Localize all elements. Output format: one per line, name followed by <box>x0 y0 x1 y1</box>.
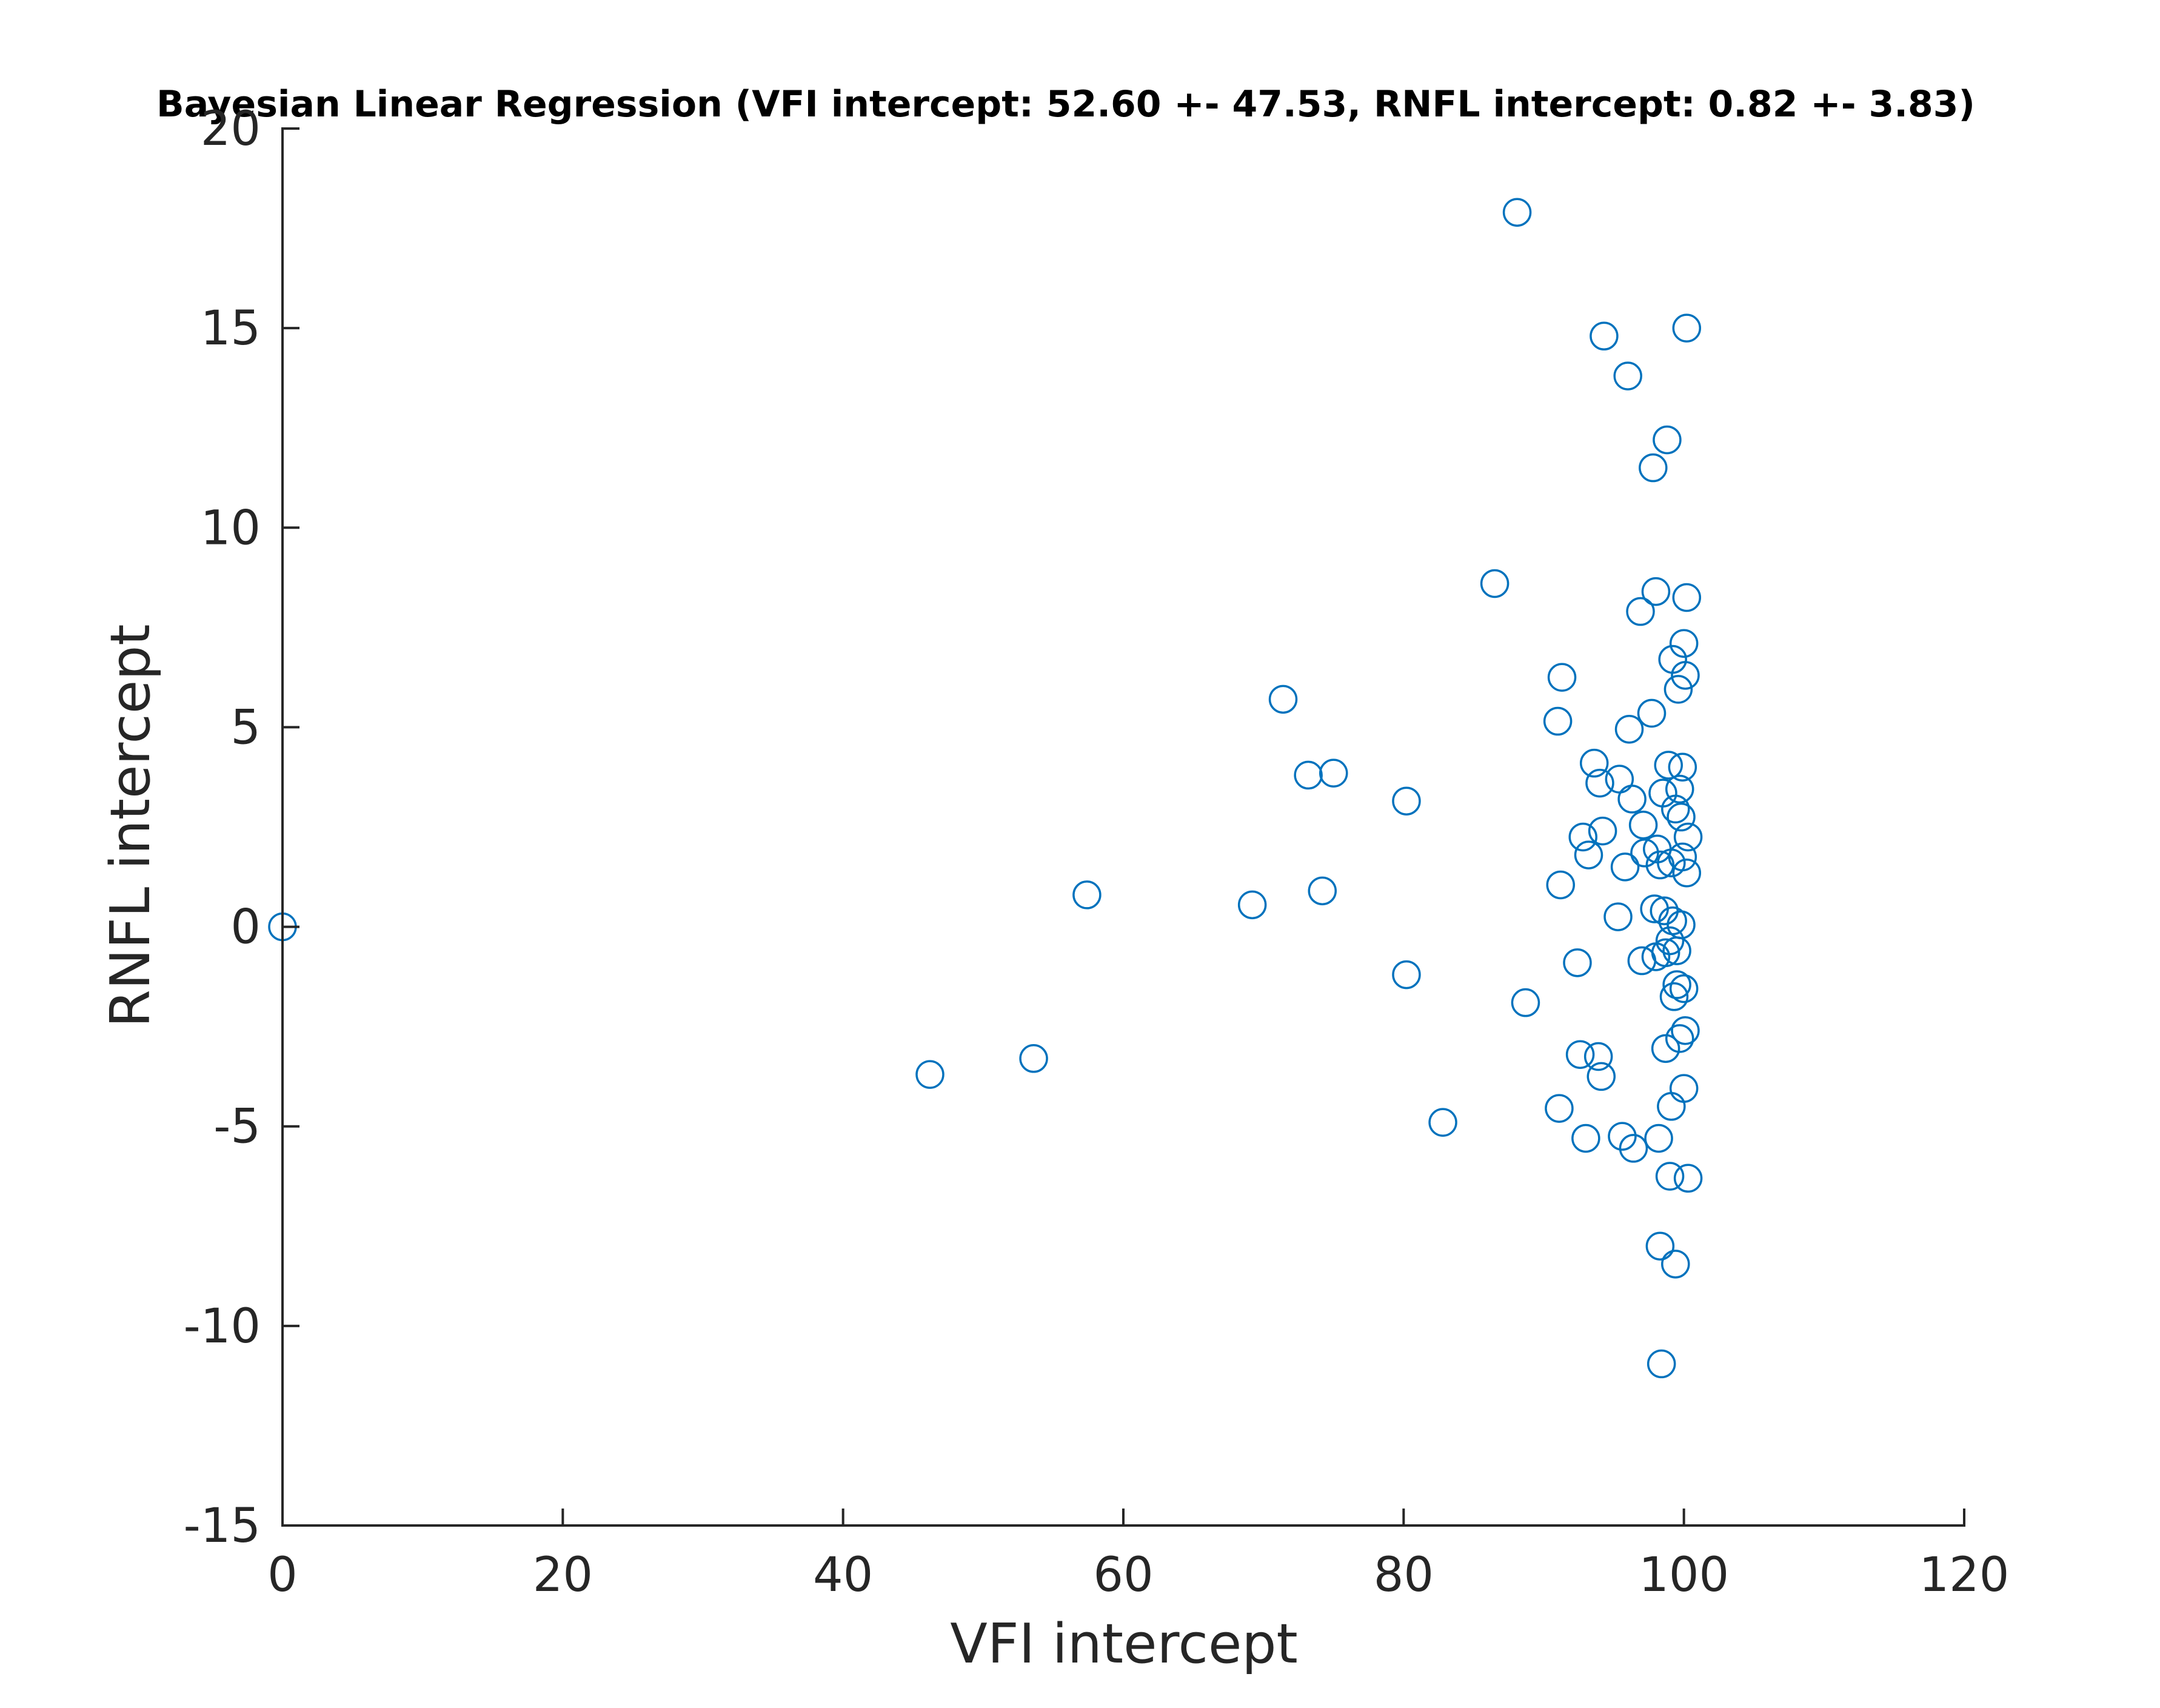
data-point <box>1613 361 1642 390</box>
data-point <box>1574 840 1603 869</box>
data-point <box>1268 685 1298 714</box>
data-point <box>1563 948 1592 977</box>
data-point <box>1661 794 1690 824</box>
data-point <box>1647 1349 1676 1379</box>
y-tick-label: 5 <box>230 700 261 755</box>
y-tick-label: 20 <box>201 102 261 156</box>
data-point <box>1667 802 1696 832</box>
data-point <box>1392 960 1421 990</box>
data-point <box>1617 785 1647 814</box>
data-point <box>1669 974 1699 1003</box>
data-point <box>1565 1040 1595 1069</box>
chart-title: Bayesian Linear Regression (VFI intercep… <box>156 83 1975 126</box>
data-point <box>1641 577 1671 606</box>
data-point <box>1583 1042 1613 1071</box>
data-point <box>1587 1062 1616 1091</box>
data-point <box>1639 453 1668 483</box>
data-point <box>1654 751 1683 780</box>
x-tick-label: 0 <box>267 1548 298 1603</box>
data-point <box>1603 902 1633 931</box>
data-point <box>1671 1016 1700 1045</box>
y-ticks: -15 -10 -5 0 5 10 15 20 <box>184 102 299 1553</box>
data-point <box>1637 698 1667 728</box>
data-point <box>1392 786 1421 815</box>
data-point <box>1673 822 1703 852</box>
y-tick-label: -10 <box>184 1299 261 1354</box>
y-axis-label: RNFL intercept <box>99 624 162 1027</box>
data-point <box>1653 425 1682 455</box>
data-point <box>1668 842 1697 872</box>
data-point <box>1308 876 1337 906</box>
data-point <box>1610 852 1640 882</box>
data-point <box>1019 1044 1048 1073</box>
x-ticks: 0 20 40 60 80 100 120 <box>267 1509 2009 1603</box>
data-point <box>1659 982 1689 1011</box>
data-point <box>1645 850 1675 880</box>
data-point <box>1662 970 1691 999</box>
data-point <box>1671 661 1700 690</box>
data-point <box>1665 1024 1694 1053</box>
data-point <box>1626 597 1655 626</box>
data-point <box>1665 774 1694 804</box>
data-point <box>1547 663 1577 692</box>
x-axis-label: VFI intercept <box>950 1612 1298 1676</box>
data-point <box>1585 768 1614 798</box>
data-point <box>1502 198 1532 227</box>
data-point <box>1655 1162 1685 1191</box>
data-point <box>1545 1094 1574 1123</box>
data-point <box>1543 706 1573 736</box>
data-point <box>1655 926 1685 956</box>
y-tick-label: 15 <box>201 301 261 356</box>
data-point <box>1568 822 1597 852</box>
points-layer <box>268 198 1703 1379</box>
data-point <box>1546 870 1575 900</box>
data-point <box>1669 1074 1699 1103</box>
x-tick-label: 60 <box>1093 1548 1153 1603</box>
data-point <box>1590 321 1619 351</box>
y-tick-label: -15 <box>184 1499 261 1553</box>
data-point <box>1619 1134 1648 1163</box>
data-point <box>1669 629 1699 658</box>
y-tick-label: 0 <box>230 900 261 955</box>
data-point <box>1428 1108 1457 1137</box>
data-point <box>1644 1124 1673 1153</box>
data-point <box>1672 313 1702 343</box>
data-point <box>1571 1124 1600 1153</box>
x-tick-label: 80 <box>1374 1548 1434 1603</box>
data-point <box>1294 760 1323 790</box>
data-point <box>1673 1164 1703 1193</box>
y-tick-label: -5 <box>213 1100 261 1154</box>
data-point <box>1667 910 1696 940</box>
data-point <box>1663 675 1693 704</box>
data-point <box>1651 1034 1680 1063</box>
data-point <box>1237 890 1267 920</box>
x-tick-label: 120 <box>1919 1548 2010 1603</box>
data-point <box>1668 752 1697 782</box>
data-point <box>1628 810 1658 840</box>
data-point <box>1672 858 1702 888</box>
data-point <box>1614 714 1644 744</box>
data-point <box>1588 816 1617 846</box>
data-point <box>1661 1250 1690 1279</box>
data-point <box>1579 748 1609 778</box>
x-tick-label: 100 <box>1639 1548 1729 1603</box>
data-point <box>915 1060 945 1089</box>
data-point <box>1651 938 1680 968</box>
y-tick-label: 10 <box>201 501 261 555</box>
data-point <box>1672 583 1702 612</box>
x-tick-label: 40 <box>813 1548 873 1603</box>
data-point <box>1630 839 1659 868</box>
x-tick-label: 20 <box>533 1548 593 1603</box>
data-point <box>1645 1231 1675 1261</box>
data-point <box>1511 988 1540 1017</box>
data-point <box>1480 569 1510 598</box>
data-point <box>1608 1122 1637 1151</box>
data-point <box>1072 880 1102 909</box>
data-point <box>1319 759 1348 788</box>
